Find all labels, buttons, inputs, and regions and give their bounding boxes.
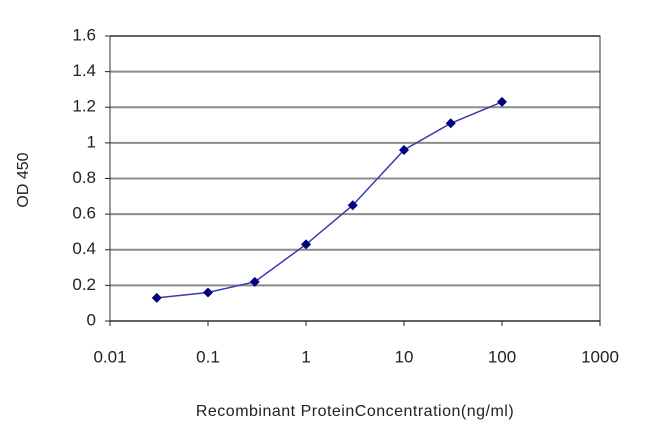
x-tick-label: 1000 [581,347,619,366]
data-point [203,287,213,298]
data-point [249,276,260,287]
x-axis-title: Recombinant ProteinConcentration(ng/ml) [196,403,514,420]
data-point [497,96,507,107]
x-tick-label: 1 [301,347,310,366]
y-tick-label: 1 [87,132,96,151]
y-tick-label: 0 [87,310,96,329]
y-tick-label: 0.8 [72,168,96,187]
x-tick-label: 0.01 [93,347,126,366]
x-tick-label: 10 [395,347,414,366]
series-line [156,101,503,299]
y-tick-label: 1.6 [72,25,96,44]
y-tick-label: 0.4 [72,239,96,258]
data-point [151,292,162,303]
y-tick-label: 1.2 [72,97,96,116]
y-tick-label: 1.4 [72,61,96,80]
data-point [347,200,358,211]
data-point [445,118,456,129]
plot-frame [109,35,601,322]
y-tick-label: 0.2 [72,275,96,294]
data-point [399,145,409,155]
x-tick-label: 100 [488,347,516,366]
data-point [301,239,311,250]
x-tick-label: 0.1 [196,347,220,366]
y-axis-title: OD 450 [15,152,32,207]
y-tick-label: 0.6 [72,204,96,223]
